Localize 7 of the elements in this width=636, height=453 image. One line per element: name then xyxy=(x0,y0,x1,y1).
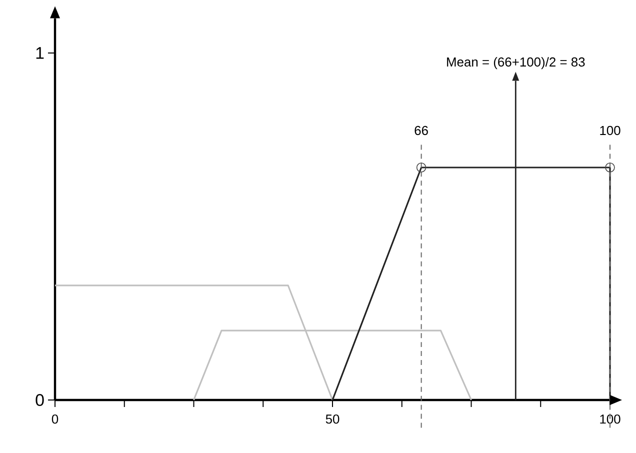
ref-line-label: 100 xyxy=(600,126,620,136)
x-tick-label: 50 xyxy=(326,414,340,424)
x-tick-label: 0 xyxy=(52,414,58,424)
x-tick-label: 100 xyxy=(600,414,620,424)
ref-line-label: 66 xyxy=(414,126,428,136)
y-tick-label: 1 xyxy=(36,47,44,59)
ref-line-label: Mean = (66+100)/2 = 83 xyxy=(447,57,585,70)
